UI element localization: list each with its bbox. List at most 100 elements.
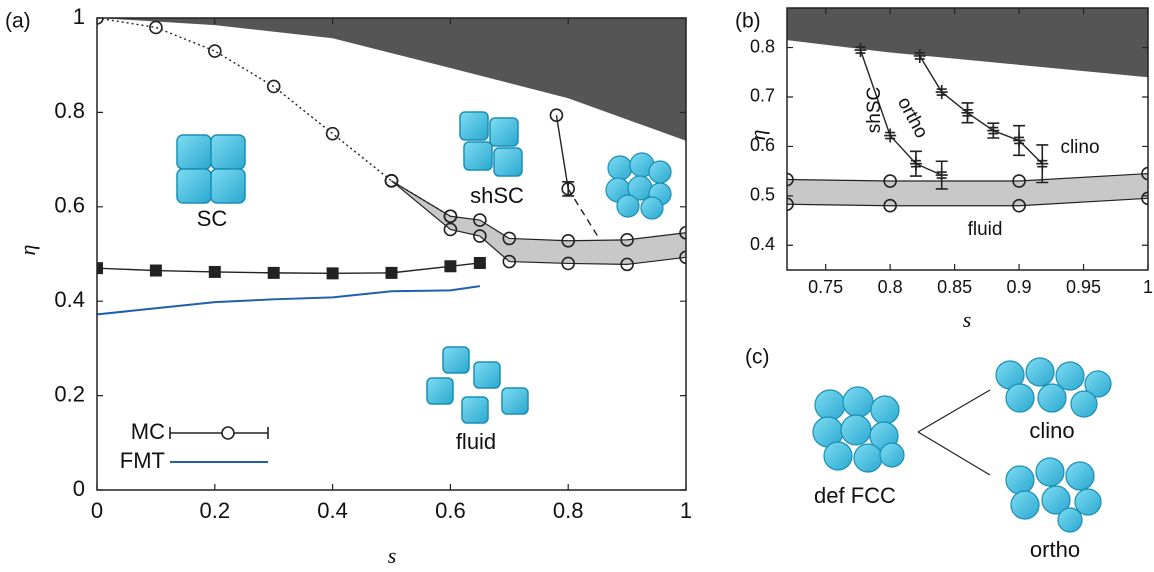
excluded-region xyxy=(97,18,686,141)
region-label: shSC xyxy=(470,183,524,208)
x-tick-label: 1 xyxy=(1143,277,1153,297)
marker xyxy=(208,44,222,58)
region-label: fluid xyxy=(456,429,496,454)
x-tick-label: 0.85 xyxy=(937,277,972,297)
x-tick-label: 0.8 xyxy=(878,277,903,297)
x-tick-label: 0.9 xyxy=(1007,277,1032,297)
node-label: clino xyxy=(1029,418,1074,443)
marker xyxy=(97,262,103,275)
marker xyxy=(935,168,948,183)
marker xyxy=(326,267,339,280)
marker xyxy=(266,79,281,94)
def-fcc-icon xyxy=(812,386,905,473)
marker xyxy=(385,266,398,279)
x-axis-label: s xyxy=(963,307,972,332)
legend-marker xyxy=(221,426,235,440)
series-line xyxy=(567,188,599,237)
marker xyxy=(913,48,926,63)
marker xyxy=(1036,156,1049,171)
marker xyxy=(787,197,794,212)
legend-label: FMT xyxy=(120,448,165,473)
plot-frame xyxy=(96,17,687,491)
marker xyxy=(149,264,162,277)
marker xyxy=(679,225,686,240)
series-line xyxy=(97,262,480,275)
region-label: clino xyxy=(1060,137,1099,158)
region-label: SC xyxy=(197,206,228,231)
node-label: def FCC xyxy=(814,483,896,508)
excluded-region xyxy=(787,8,1148,78)
marker xyxy=(561,182,576,196)
series-line xyxy=(919,55,1043,165)
marker xyxy=(620,233,634,247)
marker xyxy=(909,156,922,171)
panel-label: (c) xyxy=(745,346,770,369)
marker xyxy=(443,222,458,237)
marker xyxy=(473,256,486,269)
marker xyxy=(1141,191,1148,206)
marker xyxy=(883,198,897,213)
y-tick-label: 0 xyxy=(73,476,85,501)
series-line xyxy=(555,115,569,189)
y-tick-label: 1 xyxy=(73,4,85,29)
series-line xyxy=(859,49,942,176)
x-tick-label: 0 xyxy=(91,498,103,523)
marker xyxy=(1012,198,1026,213)
plot-area xyxy=(97,18,686,316)
marker xyxy=(384,174,399,188)
node-label: ortho xyxy=(1030,537,1080,562)
coexistence-band xyxy=(787,173,1148,206)
shsc-icon xyxy=(459,111,523,177)
region-label: shSC xyxy=(864,87,885,133)
marker xyxy=(961,105,974,120)
marker xyxy=(1012,174,1026,188)
band-edge xyxy=(787,197,1148,207)
plot-area xyxy=(787,8,1148,213)
y-tick-label: 0.7 xyxy=(750,86,775,106)
panel-label: (b) xyxy=(735,10,761,33)
x-tick-label: 0.4 xyxy=(317,498,348,523)
ortho-icon xyxy=(1005,457,1102,533)
fcc-icon xyxy=(605,152,672,220)
branch-line xyxy=(917,431,991,476)
x-tick-label: 0.6 xyxy=(435,498,466,523)
marker xyxy=(620,257,634,272)
marker xyxy=(1013,133,1026,148)
legend-label: MC xyxy=(131,419,165,444)
y-tick-label: 0.6 xyxy=(54,193,85,218)
x-tick-label: 1 xyxy=(680,498,692,523)
x-tick-label: 0.8 xyxy=(553,498,584,523)
marker xyxy=(502,231,517,246)
marker xyxy=(935,85,948,100)
marker xyxy=(561,256,576,271)
panel-label: (a) xyxy=(5,10,31,33)
x-tick-label: 0.75 xyxy=(808,277,843,297)
y-tick-label: 0.5 xyxy=(750,185,775,205)
y-tick-label: 0.8 xyxy=(750,36,775,56)
y-tick-label: 0.4 xyxy=(750,234,775,254)
marker xyxy=(502,254,517,269)
x-tick-label: 0.2 xyxy=(200,498,231,523)
fluid-icon xyxy=(426,346,529,424)
sc-icon xyxy=(176,134,246,204)
marker xyxy=(325,126,340,141)
marker xyxy=(854,43,867,58)
band-edge xyxy=(787,173,1148,182)
marker xyxy=(208,265,221,278)
legend-cap xyxy=(169,427,269,439)
marker xyxy=(787,172,794,187)
marker xyxy=(884,128,897,143)
band-edge xyxy=(391,180,686,265)
plot-frame xyxy=(786,7,1149,271)
marker xyxy=(679,250,686,265)
marker xyxy=(1141,166,1148,181)
x-axis-label: s xyxy=(388,543,397,568)
marker xyxy=(444,260,457,273)
marker xyxy=(149,20,163,35)
branch-line xyxy=(917,389,991,433)
x-tick-label: 0.95 xyxy=(1066,277,1101,297)
y-tick-label: 0.6 xyxy=(750,135,775,155)
marker xyxy=(443,209,458,224)
marker xyxy=(883,174,897,188)
